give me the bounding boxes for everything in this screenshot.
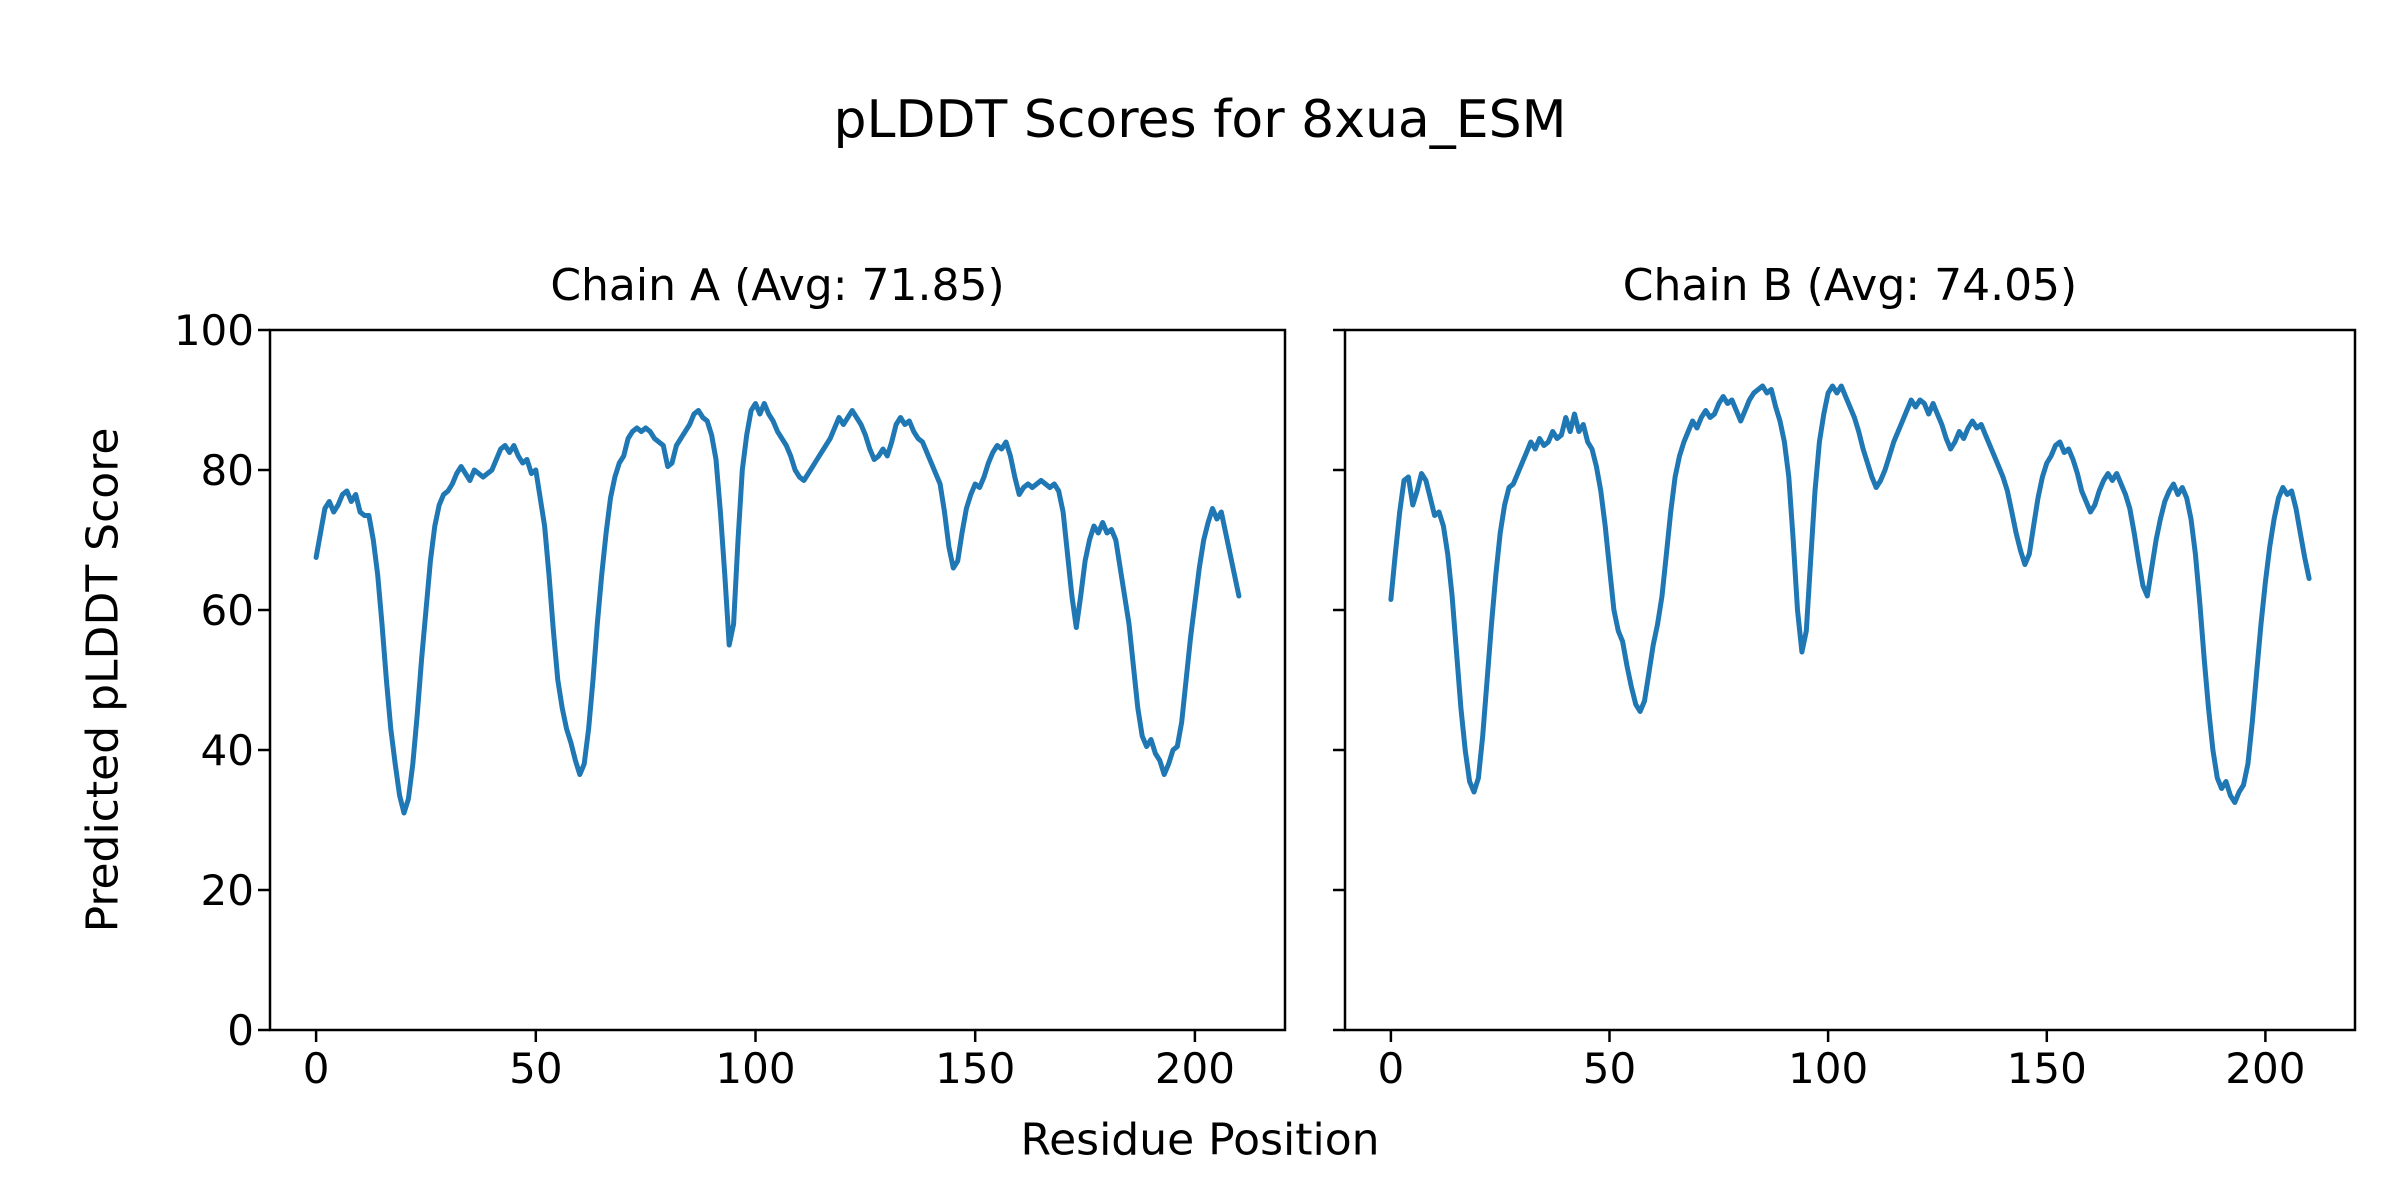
subplot-chain-b-title: Chain B (Avg: 74.05) xyxy=(1622,260,2078,311)
subplot-chain-a-title: Chain A (Avg: 71.85) xyxy=(550,260,1005,311)
y-tick-label-0: 0 xyxy=(227,1006,254,1055)
x-tick-label-150: 150 xyxy=(935,1044,1016,1093)
y-tick-label-80: 80 xyxy=(200,446,254,495)
x-tick-label-100: 100 xyxy=(715,1044,796,1093)
plddt-line xyxy=(313,401,1242,816)
x-tick-label-50: 50 xyxy=(509,1044,563,1093)
plddt-line xyxy=(1388,383,2312,805)
chain-a-plot xyxy=(258,328,1287,1042)
x-tick-label-0: 0 xyxy=(302,1044,330,1093)
y-tick-label-100: 100 xyxy=(173,306,254,355)
subplot-chain-b: Chain B (Avg: 74.05) 0 50 100 150 200 xyxy=(1333,260,2357,1090)
x-axis-label: Residue Position xyxy=(1020,1114,1380,1166)
y-tick-label-60: 60 xyxy=(200,586,254,635)
y-axis-label: Predicted pLDDT Score xyxy=(77,427,129,933)
x-tick-label-200: 200 xyxy=(1154,1044,1235,1093)
y-tick-label-40: 40 xyxy=(200,726,254,775)
x-tick-label-0: 0 xyxy=(1377,1044,1405,1093)
subplot-chain-a: Chain A (Avg: 71.85) 0 50 100 150 200 0 20 40 60… xyxy=(174,260,1287,1090)
x-tick-label-200: 200 xyxy=(2225,1044,2306,1093)
chain-b-plot xyxy=(1333,328,2357,1042)
axes-frame xyxy=(268,328,1287,1032)
x-tick-label-150: 150 xyxy=(2006,1044,2087,1093)
figure-title: pLDDT Scores for 8xua_ESM xyxy=(833,90,1567,150)
axes-frame xyxy=(1343,328,2357,1032)
x-tick-label-50: 50 xyxy=(1582,1044,1637,1093)
x-tick-label-100: 100 xyxy=(1788,1044,1869,1093)
y-tick-label-20: 20 xyxy=(200,866,254,915)
